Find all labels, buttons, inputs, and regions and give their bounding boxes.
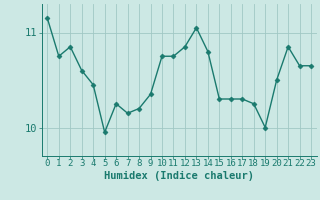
X-axis label: Humidex (Indice chaleur): Humidex (Indice chaleur) bbox=[104, 171, 254, 181]
